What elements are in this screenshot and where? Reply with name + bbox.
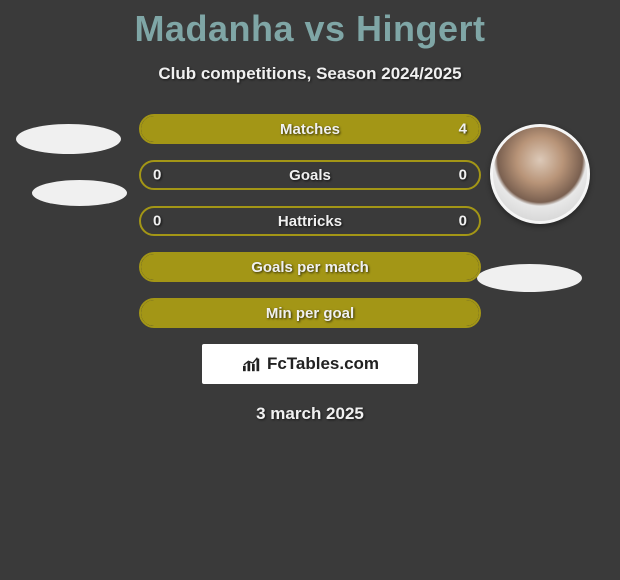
stat-label: Min per goal [266,305,354,322]
stat-label: Hattricks [278,213,342,230]
stat-row: Min per goal [139,298,481,328]
decorative-oval [32,180,127,206]
stat-value-right: 0 [459,213,467,230]
stat-label: Goals [289,167,331,184]
decorative-oval [477,264,582,292]
vs-text: vs [304,8,345,49]
player2-avatar [490,124,590,224]
stat-row: Goals per match [139,252,481,282]
player2-avatar-area [490,124,590,224]
date-text: 3 march 2025 [0,404,620,424]
stat-label: Goals per match [251,259,369,276]
branding-text: FcTables.com [267,354,379,374]
decorative-oval [16,124,121,154]
comparison-title: Madanha vs Hingert [0,0,620,50]
player2-name: Hingert [356,8,486,49]
stat-value-right: 4 [459,121,467,138]
stat-row: Hattricks 0 0 [139,206,481,236]
player1-name: Madanha [134,8,294,49]
stat-row: Goals 0 0 [139,160,481,190]
stat-value-left: 0 [153,167,161,184]
stat-label: Matches [280,121,340,138]
stat-value-right: 0 [459,167,467,184]
stat-value-left: 0 [153,213,161,230]
subtitle: Club competitions, Season 2024/2025 [0,64,620,84]
stat-row: Matches 4 [139,114,481,144]
branding-badge: FcTables.com [202,344,418,384]
chart-icon [241,355,263,373]
